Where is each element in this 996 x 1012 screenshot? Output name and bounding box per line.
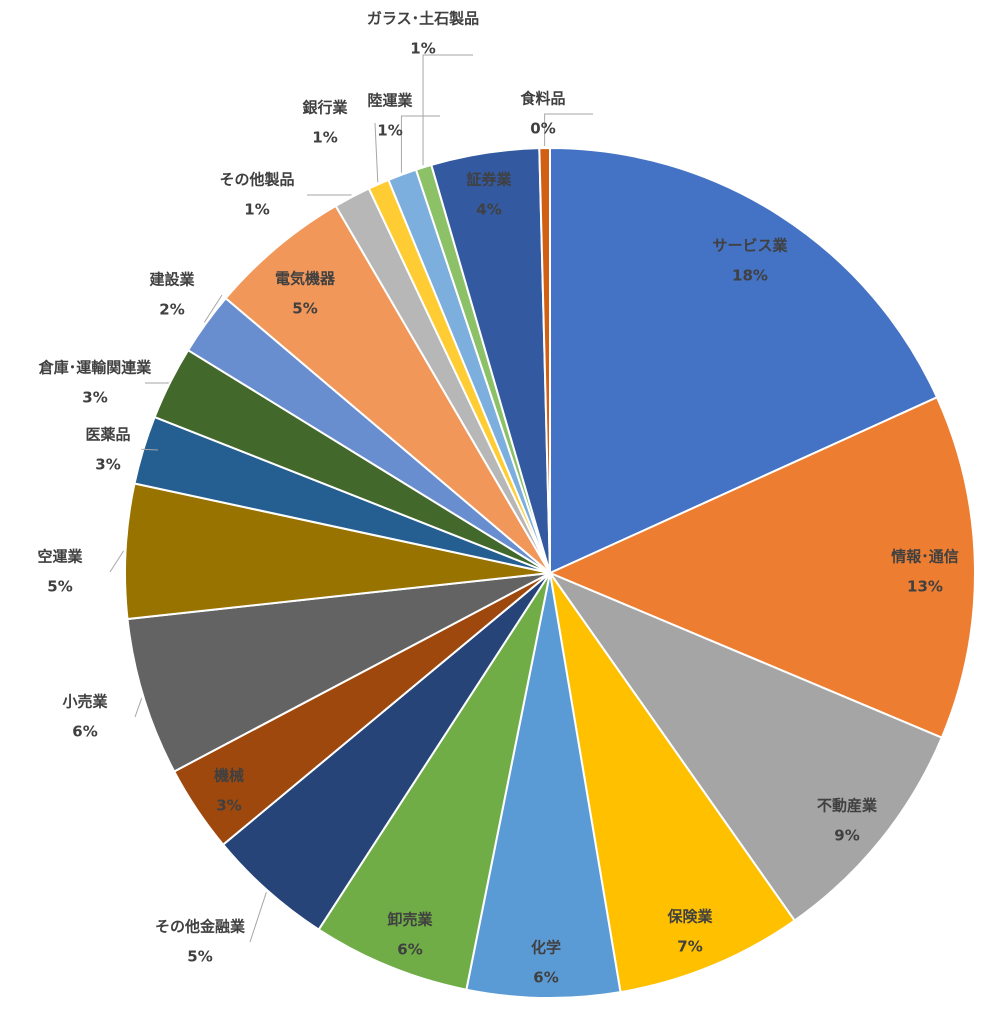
slice-label: 機械 (214, 767, 244, 785)
slice-value-label: 4% (476, 201, 501, 219)
slice-value-label: 6% (72, 723, 97, 741)
leader-line (141, 448, 159, 451)
slice-value-label: 18% (732, 267, 768, 285)
pie-slice (549, 146, 939, 575)
slice-label: サービス業 (712, 237, 788, 255)
slice-value-label: 5% (187, 948, 212, 966)
slice-value-label: 0% (530, 120, 555, 138)
slice-label: 証券業 (466, 171, 512, 189)
slice-label: 食料品 (520, 90, 565, 108)
pie-slice (317, 572, 551, 991)
leader-line (134, 697, 143, 718)
slice-label: ガラス･土石製品 (367, 10, 479, 28)
slice-label: 空運業 (37, 548, 83, 566)
slice-label: 電気機器 (275, 270, 336, 288)
pie-slice (547, 396, 976, 739)
slice-value-label: 1% (410, 40, 435, 58)
leader-line (544, 113, 593, 147)
pie-slice (465, 572, 622, 999)
leader-line (145, 381, 169, 384)
pie-slice (549, 572, 796, 994)
leader-line (422, 54, 473, 166)
slice-label: 化学 (531, 939, 561, 957)
leader-line (109, 550, 124, 573)
leader-line (249, 892, 267, 943)
slice-label: その他製品 (219, 171, 294, 189)
slice-value-label: 13% (907, 578, 943, 596)
slice-label: 銀行業 (302, 99, 348, 117)
slice-label: 不動産業 (817, 797, 878, 815)
slice-label: 陸運業 (367, 92, 413, 110)
leader-line (374, 122, 379, 183)
slice-value-label: 3% (216, 797, 241, 815)
slice-label: その他金融業 (155, 918, 246, 936)
slice-value-label: 5% (292, 300, 317, 318)
pie-slice (547, 570, 944, 922)
slice-value-label: 7% (677, 938, 702, 956)
slice-label: 小売業 (62, 693, 108, 711)
leader-line (203, 294, 223, 323)
slice-value-label: 6% (533, 969, 558, 987)
pie-slice (538, 146, 551, 574)
slice-value-label: 1% (244, 201, 269, 219)
slice-label: 倉庫･運輸関連業 (38, 359, 153, 377)
slice-label: 建設業 (149, 271, 195, 289)
slice-label: 医薬品 (85, 426, 130, 444)
slice-value-label: 6% (397, 941, 422, 959)
slice-value-label: 9% (834, 827, 859, 845)
slice-label: 卸売業 (387, 911, 433, 929)
leader-line (400, 115, 440, 173)
slice-value-label: 1% (377, 122, 402, 140)
slice-value-label: 5% (47, 578, 72, 596)
pie-slice (224, 204, 551, 574)
pie-slice (126, 572, 551, 773)
slice-value-label: 3% (82, 389, 107, 407)
slice-value-label: 2% (159, 301, 184, 319)
slice-label: 保険業 (666, 908, 713, 926)
slice-value-label: 1% (312, 129, 337, 147)
slice-value-label: 3% (95, 456, 120, 474)
slice-label: 情報･通信 (891, 548, 959, 566)
